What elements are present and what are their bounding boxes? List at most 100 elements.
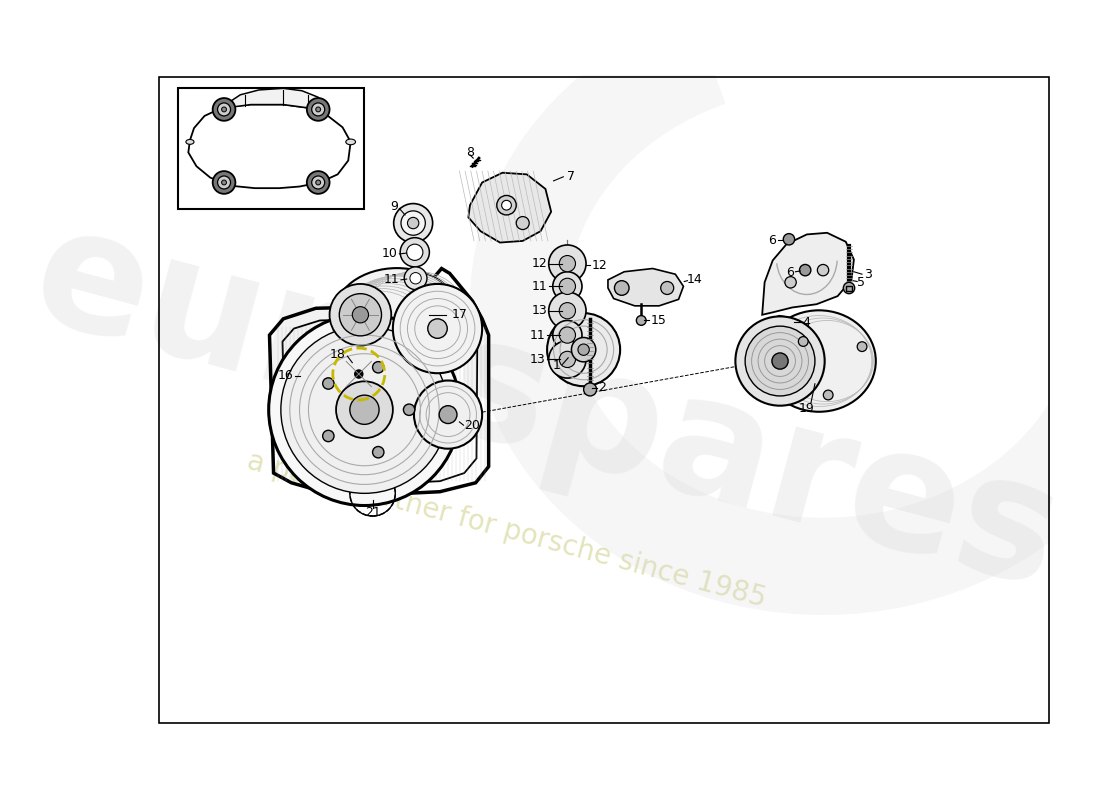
Circle shape (736, 316, 825, 406)
Text: 8: 8 (466, 146, 474, 159)
Bar (178, 87, 364, 210)
Circle shape (559, 327, 575, 343)
Circle shape (516, 217, 529, 230)
Circle shape (218, 176, 231, 189)
Circle shape (439, 406, 456, 423)
Circle shape (407, 244, 422, 260)
Circle shape (410, 273, 421, 284)
Circle shape (783, 234, 794, 245)
Circle shape (549, 341, 586, 378)
Circle shape (553, 321, 582, 350)
Bar (846, 286, 852, 291)
Circle shape (337, 382, 393, 438)
Circle shape (800, 265, 811, 276)
Circle shape (400, 238, 429, 267)
Circle shape (661, 282, 673, 294)
Text: 2: 2 (598, 382, 606, 394)
Text: 15: 15 (651, 314, 667, 327)
Ellipse shape (762, 310, 876, 412)
Circle shape (268, 314, 460, 506)
Circle shape (559, 255, 575, 272)
Text: 17: 17 (452, 308, 468, 322)
Circle shape (339, 294, 382, 336)
Circle shape (404, 267, 427, 290)
Text: 13: 13 (531, 304, 547, 318)
Text: 1: 1 (553, 359, 561, 373)
Circle shape (407, 218, 419, 229)
Circle shape (307, 98, 330, 121)
Circle shape (615, 281, 629, 295)
Circle shape (584, 383, 596, 396)
Circle shape (817, 265, 828, 276)
Text: 19: 19 (799, 402, 815, 414)
Text: 21: 21 (365, 506, 381, 518)
Ellipse shape (186, 139, 194, 144)
Circle shape (311, 103, 324, 116)
Circle shape (354, 370, 363, 378)
Ellipse shape (345, 139, 355, 145)
Circle shape (373, 446, 384, 458)
Circle shape (571, 338, 596, 362)
Circle shape (844, 282, 855, 294)
Text: 10: 10 (382, 247, 398, 261)
Circle shape (311, 176, 324, 189)
Text: 3: 3 (864, 268, 871, 281)
Text: 18: 18 (330, 348, 345, 361)
Circle shape (316, 180, 320, 185)
Circle shape (393, 284, 482, 374)
Circle shape (330, 284, 392, 346)
Text: 12: 12 (592, 258, 607, 272)
Circle shape (559, 302, 575, 319)
Circle shape (218, 103, 231, 116)
Text: 7: 7 (568, 170, 575, 183)
Circle shape (402, 211, 426, 235)
Circle shape (414, 381, 482, 449)
Circle shape (221, 107, 227, 112)
Text: 11: 11 (384, 274, 399, 286)
Circle shape (549, 292, 586, 330)
Text: 11: 11 (530, 329, 546, 342)
Circle shape (549, 245, 586, 282)
Text: eurospares: eurospares (18, 193, 1077, 623)
Circle shape (404, 404, 415, 415)
Text: 11: 11 (531, 280, 547, 293)
Circle shape (394, 203, 432, 242)
Circle shape (799, 337, 808, 346)
Text: 14: 14 (686, 274, 703, 286)
Polygon shape (469, 173, 551, 242)
Circle shape (547, 313, 620, 386)
Polygon shape (768, 315, 792, 327)
Circle shape (373, 362, 384, 373)
Circle shape (785, 277, 796, 288)
Polygon shape (188, 105, 351, 188)
Circle shape (307, 171, 330, 194)
Text: 6: 6 (768, 234, 776, 247)
Text: 6: 6 (786, 266, 794, 279)
Circle shape (322, 378, 334, 389)
Circle shape (502, 200, 512, 210)
Polygon shape (608, 269, 683, 306)
Text: 9: 9 (389, 200, 398, 214)
Circle shape (212, 98, 235, 121)
Text: 4: 4 (803, 315, 811, 329)
Circle shape (212, 171, 235, 194)
Text: 20: 20 (464, 419, 481, 433)
Circle shape (745, 326, 815, 396)
Polygon shape (762, 233, 854, 314)
Circle shape (428, 319, 448, 338)
Polygon shape (227, 88, 327, 108)
Circle shape (280, 326, 448, 494)
Text: 13: 13 (530, 353, 546, 366)
Circle shape (322, 430, 334, 442)
Ellipse shape (334, 268, 460, 362)
Circle shape (857, 342, 867, 351)
Circle shape (553, 272, 582, 301)
Circle shape (497, 195, 516, 215)
Text: 12: 12 (531, 257, 547, 270)
Circle shape (578, 344, 590, 355)
Circle shape (221, 180, 227, 185)
Circle shape (637, 315, 646, 326)
Circle shape (559, 278, 575, 294)
Circle shape (352, 306, 368, 323)
Text: 5: 5 (857, 276, 865, 289)
